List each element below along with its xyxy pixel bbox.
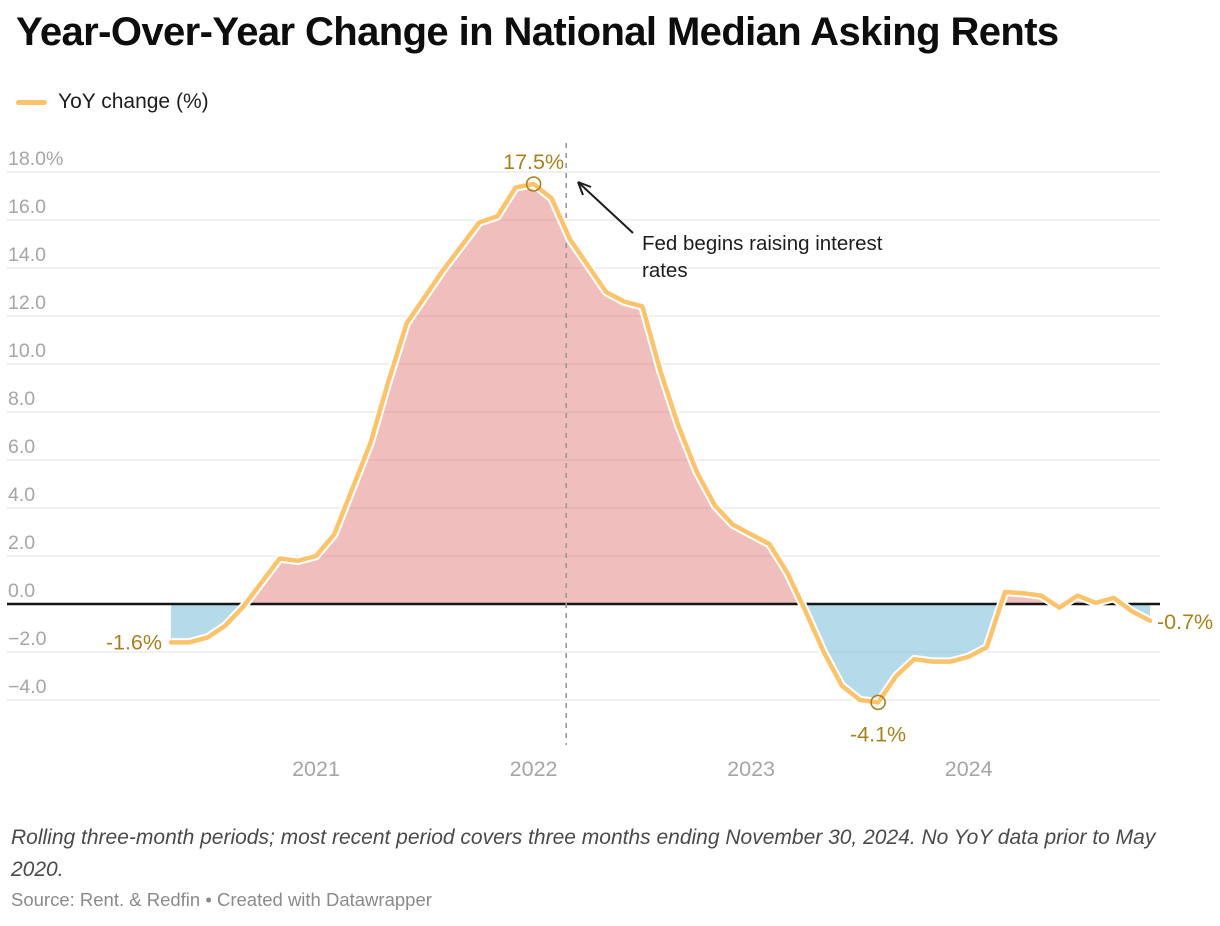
- x-axis-label: 2022: [510, 757, 558, 781]
- y-axis-label: 4.0: [8, 484, 35, 506]
- yoy-area-negative: [171, 604, 246, 643]
- y-axis-label: −4.0: [8, 676, 47, 698]
- y-axis-label: 2.0: [8, 532, 35, 554]
- fed-annotation-text: rates: [642, 259, 688, 282]
- peak-value-label: 17.5%: [503, 150, 564, 174]
- last-value-label: -0.7%: [1157, 610, 1213, 634]
- y-axis-label: 18.0%: [8, 148, 63, 170]
- chart-notes: Rolling three-month periods; most recent…: [11, 826, 1156, 881]
- first-value-label: -1.6%: [106, 630, 162, 654]
- legend: YoY change (%): [16, 90, 209, 114]
- datawrapper-credit-link[interactable]: Created with Datawrapper: [216, 889, 432, 910]
- chart-source: Source: Rent. & Redfin • Created with Da…: [11, 889, 432, 911]
- source-separator: •: [200, 889, 217, 910]
- yoy-area-positive: [245, 184, 803, 604]
- yoy-line: [168, 181, 1153, 705]
- source-text: Source: Rent. & Redfin: [11, 889, 201, 910]
- fed-annotation-text: Fed begins raising interest: [642, 232, 883, 255]
- y-axis-label: 0.0: [8, 580, 35, 602]
- y-axis-label: 10.0: [8, 340, 46, 362]
- peak-marker: [525, 176, 542, 192]
- y-axis-label: 6.0: [8, 436, 35, 458]
- x-axis-label: 2021: [292, 757, 340, 781]
- legend-line-swatch: [16, 99, 47, 105]
- chart-svg: 18.0% 16.0 14.0 12.0 10.0 8.0 6.0 4.0 2.0 0.0 −2.0…: [7, 143, 1213, 781]
- trough-marker: [870, 694, 886, 711]
- yoy-area-negative: [802, 604, 1001, 703]
- y-axis-label: 8.0: [8, 388, 35, 410]
- x-axis-label: 2023: [727, 757, 775, 781]
- y-axis-label: 16.0: [8, 196, 46, 218]
- y-axis-label: 14.0: [8, 244, 46, 266]
- chart-title: Year-Over-Year Change in National Median…: [16, 10, 1059, 54]
- fed-annotation-arrow: [577, 181, 634, 234]
- trough-value-label: -4.1%: [850, 722, 906, 746]
- y-axis-label: 12.0: [8, 292, 46, 314]
- x-axis-label: 2024: [945, 757, 993, 781]
- y-axis-label: −2.0: [8, 628, 47, 650]
- legend-label: YoY change (%): [58, 90, 209, 113]
